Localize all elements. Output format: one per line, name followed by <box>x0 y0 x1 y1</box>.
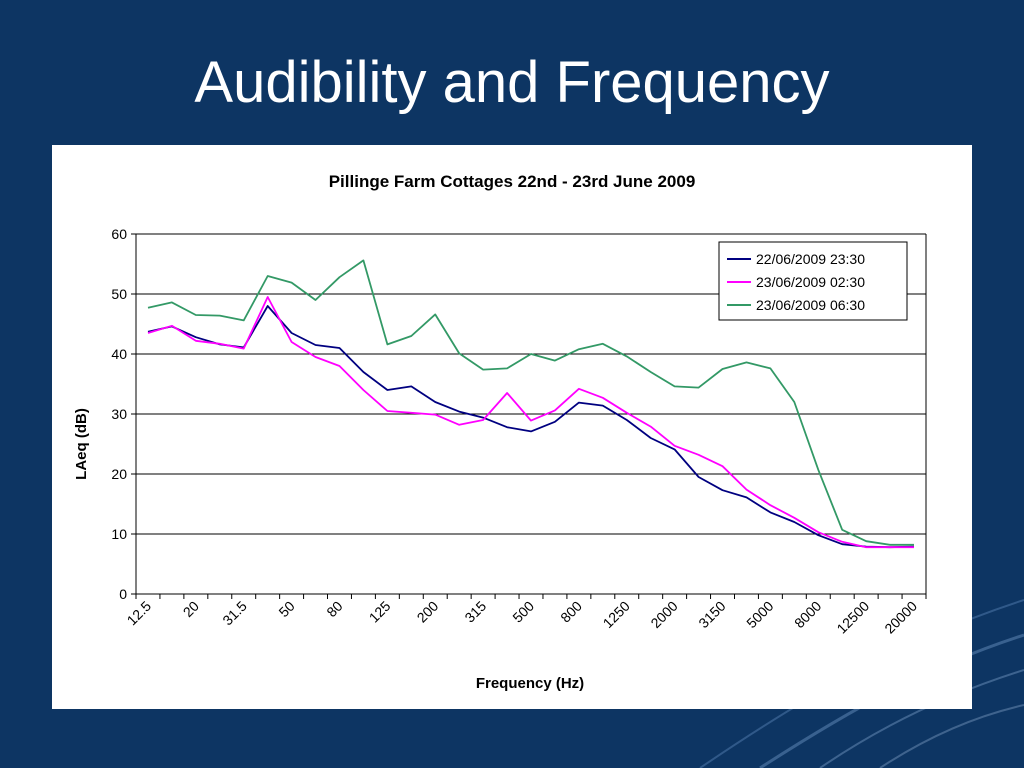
x-tick-label: 2000 <box>647 598 680 631</box>
x-tick-label: 500 <box>509 598 537 626</box>
x-tick-label: 50 <box>275 598 297 620</box>
x-tick-label: 200 <box>414 598 442 626</box>
x-tick-label: 125 <box>366 598 394 626</box>
x-tick-label: 315 <box>461 598 489 626</box>
x-tick-label: 12500 <box>833 598 872 637</box>
y-tick-label: 10 <box>111 526 127 542</box>
x-tick-label: 20 <box>180 598 202 620</box>
x-tick-label: 1250 <box>600 598 633 631</box>
x-tick-label: 80 <box>323 598 345 620</box>
legend: 22/06/2009 23:30 23/06/2009 02:30 23/06/20… <box>718 241 908 321</box>
y-axis-title: LAeq (dB) <box>73 408 90 480</box>
legend-label: 22/06/2009 23:30 <box>756 251 865 267</box>
x-tick-label: 20000 <box>881 598 920 637</box>
x-tick-label: 3150 <box>695 598 728 631</box>
series-line-1 <box>147 305 915 549</box>
y-tick-label: 40 <box>111 346 127 362</box>
x-tick-label: 31.5 <box>219 598 250 629</box>
slide-title: Audibility and Frequency <box>194 50 830 115</box>
x-tick-label: 5000 <box>743 598 776 631</box>
series-line-3 <box>147 259 914 546</box>
x-tick-label: 8000 <box>791 598 824 631</box>
y-tick-label: 20 <box>111 466 127 482</box>
y-tick-label: 50 <box>111 286 127 302</box>
legend-label: 23/06/2009 06:30 <box>756 297 865 313</box>
y-tick-label: 0 <box>119 586 127 602</box>
legend-label: 23/06/2009 02:30 <box>756 274 865 290</box>
series-line-2 <box>147 296 914 549</box>
y-tick-label: 60 <box>111 226 127 242</box>
chart-panel: Pillinge Farm Cottages 22nd - 23rd June … <box>52 145 972 709</box>
x-axis-title: Frequency (Hz) <box>476 675 584 692</box>
line-chart: Pillinge Farm Cottages 22nd - 23rd June … <box>73 172 927 692</box>
x-tick-label: 800 <box>557 598 585 626</box>
series-lines <box>147 259 915 549</box>
chart-title: Pillinge Farm Cottages 22nd - 23rd June … <box>329 172 696 191</box>
y-tick-label: 30 <box>111 406 127 422</box>
x-tick-label: 12.5 <box>124 598 155 629</box>
